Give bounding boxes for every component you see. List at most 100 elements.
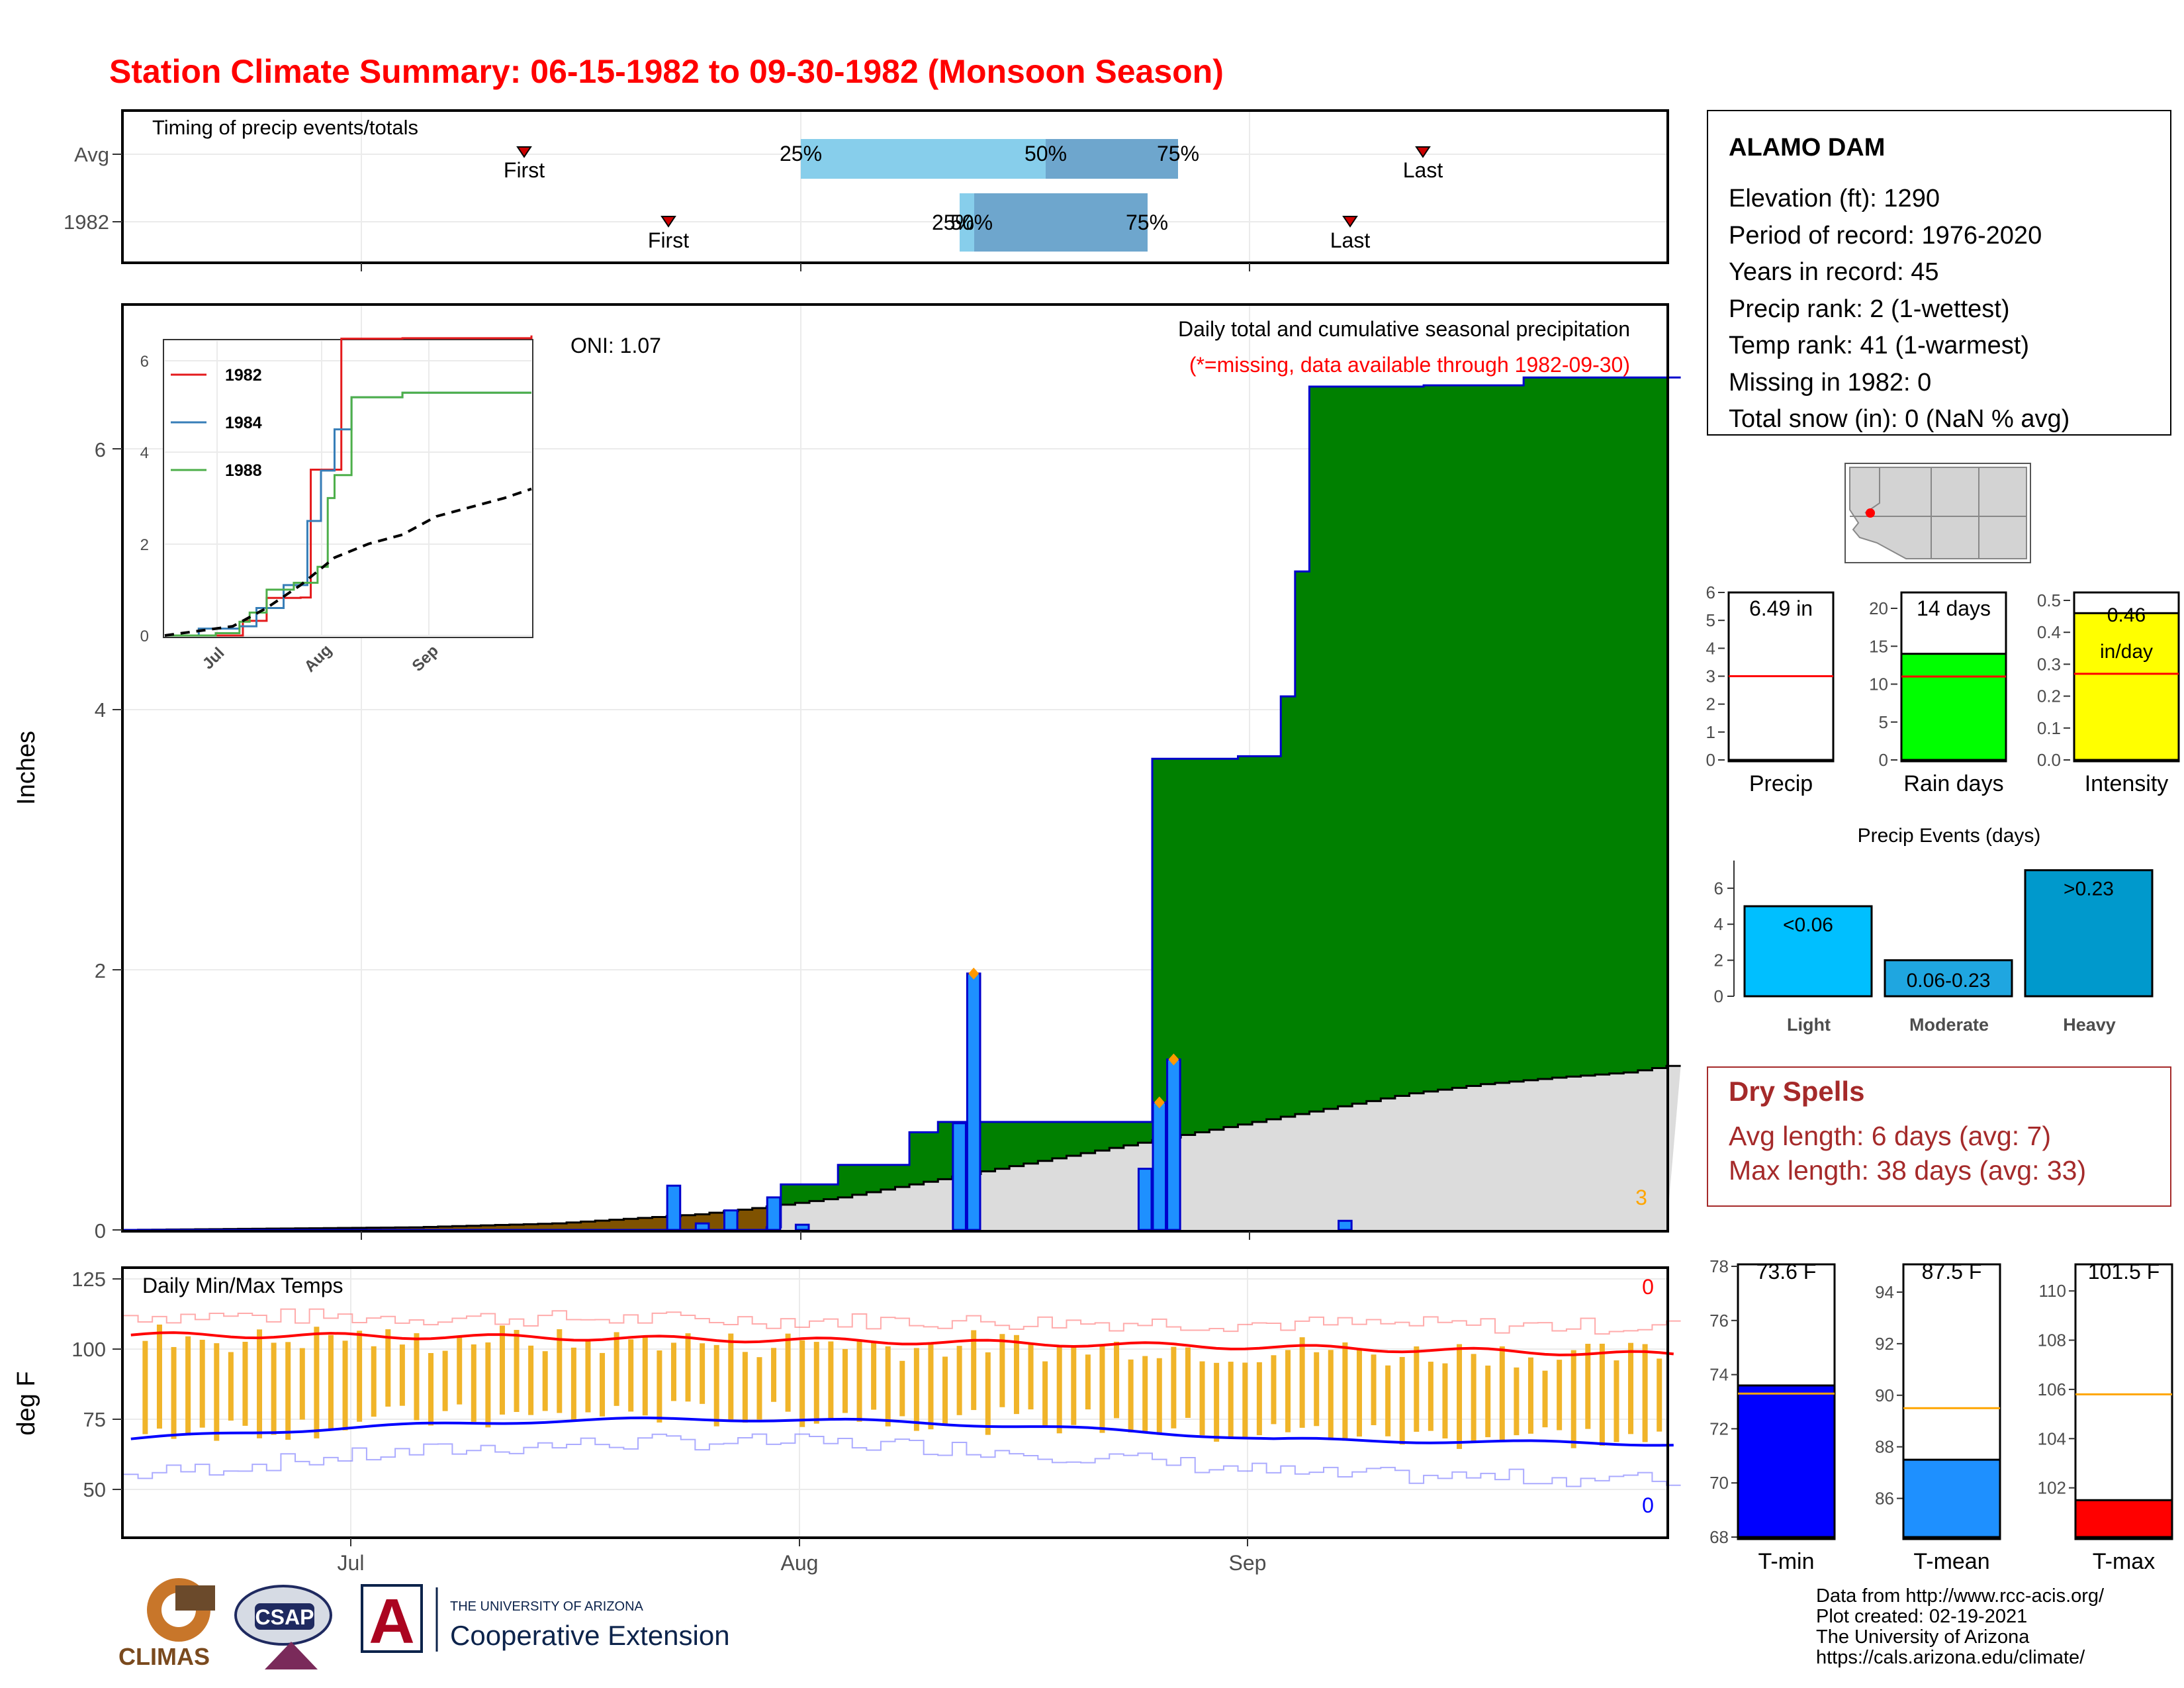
daily-temp-bar xyxy=(742,1352,748,1423)
daily-temp-bar xyxy=(628,1339,634,1412)
precip-bar-value-text: 6.49 in xyxy=(1749,596,1813,620)
daily-temp-bar xyxy=(342,1340,348,1430)
events-threshold-label: 0.06-0.23 xyxy=(1907,970,1991,992)
station-line-1: Period of record: 1976-2020 xyxy=(1729,222,2042,250)
heavy-event-marker xyxy=(1154,1096,1165,1109)
station-line-5: Missing in 1982: 0 xyxy=(1729,369,1931,397)
daily-temp-bar xyxy=(457,1336,463,1405)
precip-data-layers xyxy=(124,376,1681,1231)
station-line-4: Temp rank: 41 (1-warmest) xyxy=(1729,332,2029,359)
dry-spells-avg: Avg length: 6 days (avg: 7) xyxy=(1729,1121,2051,1151)
intensity-axis-tick-label: 0.4 xyxy=(2037,622,2061,642)
tmin-bar-fill xyxy=(1737,1384,1836,1538)
daily-temp-bar xyxy=(1071,1345,1077,1425)
tmean-tick-label: 92 xyxy=(1875,1334,1894,1354)
surplus-segment xyxy=(1138,1121,1153,1143)
tmax-bar-frame xyxy=(2074,1263,2173,1540)
raindays-axis-tick-label: 20 xyxy=(1869,598,1888,618)
heavy-event-marker xyxy=(1168,1053,1179,1066)
daily-temp-bar xyxy=(871,1342,877,1410)
surplus-segment xyxy=(795,1184,810,1203)
deficit-segment xyxy=(738,1209,753,1230)
deficit-segment xyxy=(709,1213,725,1230)
daily-precip-bar xyxy=(966,972,981,1231)
uofa-small-text: THE UNIVERSITY OF ARIZONA xyxy=(450,1599,644,1614)
timing-avg-p50: 50% xyxy=(1024,142,1067,165)
daily-temp-bar xyxy=(885,1346,891,1427)
raindays-axis-tick-label: 5 xyxy=(1879,712,1888,732)
deficit-segment xyxy=(652,1217,667,1230)
tmin-tick-label: 74 xyxy=(1709,1365,1729,1385)
intensity-axis-tick-label: 0.3 xyxy=(2037,654,2061,674)
daily-temp-bar xyxy=(485,1342,491,1428)
surplus-segment xyxy=(1281,696,1296,1117)
raindays-axis-tick-label: 10 xyxy=(1869,675,1888,694)
precip-count-label: 3 xyxy=(1635,1186,1647,1209)
daily-temp-bar xyxy=(442,1350,448,1411)
deficit-segment xyxy=(752,1207,767,1230)
temp-panel: Daily Min/Max Temps 0 0 50 75 100 125 de… xyxy=(13,1266,1681,1575)
inset-legend: 1982 1984 1988 xyxy=(171,366,262,480)
events-bar-light xyxy=(1743,905,1873,998)
daily-precip-bar xyxy=(952,1122,967,1231)
daily-temp-bar xyxy=(956,1346,962,1415)
surplus-segment xyxy=(809,1184,825,1201)
daily-precip-bar xyxy=(694,1222,710,1231)
uofa-big-text: Cooperative Extension xyxy=(450,1620,730,1651)
intensity-axis-tick-label: 0.1 xyxy=(2037,718,2061,738)
surplus-segment xyxy=(1409,387,1424,1094)
events-tick-label: 0 xyxy=(1714,986,1723,1006)
timing-avg-first-label: First xyxy=(504,158,545,182)
tmean-bar-label: T-mean xyxy=(1913,1549,1989,1574)
csap-logo: CSAP xyxy=(234,1585,332,1669)
timing-1982-first-marker xyxy=(660,216,676,228)
deficit-segment xyxy=(437,1226,453,1230)
tmin-bar-label: T-min xyxy=(1758,1549,1815,1574)
daily-temp-bar xyxy=(1657,1358,1662,1432)
intensity-axis-tick-label: 0.2 xyxy=(2037,686,2061,706)
intensity-bar-label: Intensity xyxy=(2085,771,2169,796)
daily-temp-bar xyxy=(771,1348,777,1402)
deficit-segment xyxy=(467,1225,482,1230)
temp-record-low-count: 0 xyxy=(1642,1493,1654,1517)
daily-temp-bar xyxy=(856,1341,862,1422)
uofa-a-letter: A xyxy=(369,1586,414,1657)
daily-temp-bar xyxy=(185,1336,191,1436)
surplus-segment xyxy=(1266,756,1281,1119)
daily-temp-bar xyxy=(1628,1342,1634,1434)
surplus-segment xyxy=(1166,759,1181,1138)
intensity-bar-value-text-2: in/day xyxy=(2100,641,2153,663)
daily-temp-bar xyxy=(428,1352,434,1426)
temp-data-layers xyxy=(124,1308,1681,1487)
daily-temp-bar xyxy=(614,1332,619,1406)
surplus-segment xyxy=(981,1121,996,1172)
climo-cumulative-area xyxy=(124,1066,1681,1230)
surplus-segment xyxy=(909,1132,925,1185)
tmean-tick-label: 86 xyxy=(1875,1489,1894,1509)
credit-line-1: Plot created: 02-19-2021 xyxy=(1816,1606,2027,1627)
deficit-segment xyxy=(580,1221,596,1230)
temp-xtick-aug: Aug xyxy=(781,1551,819,1575)
daily-temp-bar xyxy=(142,1340,148,1434)
daily-temp-bar xyxy=(385,1329,391,1407)
surplus-segment xyxy=(1209,759,1224,1130)
daily-temp-bar xyxy=(285,1342,291,1440)
precip-axis-tick-label: 4 xyxy=(1706,638,1715,658)
deficit-segment xyxy=(424,1227,439,1230)
daily-temp-bar xyxy=(1228,1362,1234,1437)
deficit-segment xyxy=(452,1226,467,1230)
precip-panel: 0 2 4 6 Inches ONI: 1.07 Daily total and… xyxy=(13,303,1681,1243)
surplus-segment xyxy=(1095,1121,1110,1151)
surplus-segment xyxy=(1466,385,1482,1086)
surplus-segment xyxy=(1238,756,1253,1125)
timing-avg-50-75-bar xyxy=(1046,139,1178,179)
daily-temp-bar xyxy=(528,1345,534,1415)
deficit-segment xyxy=(395,1227,410,1230)
events-threshold-label: >0.23 xyxy=(2064,878,2114,900)
timing-1982-p50: 50% xyxy=(950,211,993,234)
footer-credits: Data from http://www.rcc-acis.org/ Plot … xyxy=(1816,1585,2105,1668)
temp-panel-background xyxy=(122,1268,1668,1538)
csap-logo-text: CSAP xyxy=(255,1605,314,1629)
record-high-line xyxy=(124,1308,1681,1335)
inset-legend-1988: 1988 xyxy=(225,461,262,480)
